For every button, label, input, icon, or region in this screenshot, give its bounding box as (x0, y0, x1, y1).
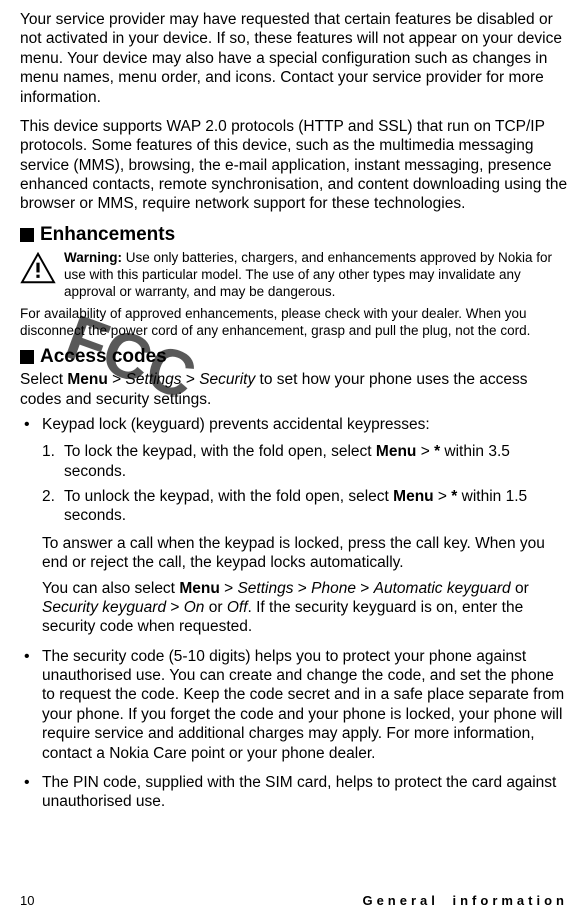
intro-pre: Select (20, 371, 67, 388)
intro-menu: Menu (67, 371, 107, 388)
after2-or1: or (511, 580, 529, 597)
warning-block: Warning: Use only batteries, chargers, a… (20, 250, 568, 301)
section-enhancements-title: Enhancements (40, 224, 175, 246)
intro-settings: Settings (126, 371, 182, 388)
page-number: 10 (20, 893, 34, 908)
after2-settings: Settings (237, 580, 293, 597)
keypad-step-2: 2. To unlock the keypad, with the fold o… (42, 487, 568, 526)
bullet-keypad-lock: Keypad lock (keyguard) prevents accident… (20, 415, 568, 637)
section-marker-icon (20, 350, 34, 364)
bullet-keypad-lead: Keypad lock (keyguard) prevents accident… (42, 416, 430, 433)
step-body-2: To unlock the keypad, with the fold open… (64, 487, 568, 526)
section-access-codes-title: Access codes (40, 346, 167, 368)
keypad-after2: You can also select Menu > Settings > Ph… (42, 579, 568, 637)
step2-gt: > (434, 488, 452, 505)
bullet-security-code: The security code (5-10 digits) helps yo… (20, 647, 568, 763)
step-num-2: 2. (42, 487, 64, 526)
page-footer: 10 General information (20, 893, 568, 908)
after2-autokg: Automatic keyguard (374, 580, 511, 597)
after2-gt1: > (220, 580, 238, 597)
warning-label: Warning: (64, 250, 122, 265)
after2-gt4: > (166, 599, 184, 616)
warning-icon (20, 252, 56, 289)
after2-menu: Menu (179, 580, 219, 597)
step-body-1: To lock the keypad, with the fold open, … (64, 442, 568, 481)
warning-text: Warning: Use only batteries, chargers, a… (64, 250, 568, 301)
after2-or2: or (204, 599, 226, 616)
after2-seckg: Security keyguard (42, 599, 166, 616)
step1-pre: To lock the keypad, with the fold open, … (64, 443, 376, 460)
enhancements-availability: For availability of approved enhancement… (20, 306, 568, 340)
intro-gt1: > (108, 371, 126, 388)
intro-security: Security (199, 371, 255, 388)
after2-phone: Phone (311, 580, 356, 597)
after2-off: Off (227, 599, 248, 616)
step2-menu: Menu (393, 488, 433, 505)
step1-gt: > (416, 443, 434, 460)
step-num-1: 1. (42, 442, 64, 481)
step1-menu: Menu (376, 443, 416, 460)
page: FCC Your service provider may have reque… (0, 0, 588, 914)
footer-title: General information (362, 893, 568, 908)
intro-paragraph-1: Your service provider may have requested… (20, 10, 568, 107)
after2-gt2: > (293, 580, 311, 597)
after2-pre: You can also select (42, 580, 179, 597)
section-access-codes-header: Access codes (20, 346, 568, 368)
keypad-steps: 1. To lock the keypad, with the fold ope… (42, 442, 568, 526)
intro-paragraph-2: This device supports WAP 2.0 protocols (… (20, 117, 568, 214)
after2-gt3: > (356, 580, 374, 597)
intro-gt2: > (182, 371, 200, 388)
access-codes-intro: Select Menu > Settings > Security to set… (20, 370, 568, 409)
section-marker-icon (20, 228, 34, 242)
keypad-step-1: 1. To lock the keypad, with the fold ope… (42, 442, 568, 481)
access-codes-list: Keypad lock (keyguard) prevents accident… (20, 415, 568, 812)
section-enhancements-header: Enhancements (20, 224, 568, 246)
bullet-pin-code: The PIN code, supplied with the SIM card… (20, 773, 568, 812)
warning-body: Use only batteries, chargers, and enhanc… (64, 250, 552, 299)
after2-on: On (184, 599, 205, 616)
step2-pre: To unlock the keypad, with the fold open… (64, 488, 393, 505)
keypad-after1: To answer a call when the keypad is lock… (42, 534, 568, 573)
